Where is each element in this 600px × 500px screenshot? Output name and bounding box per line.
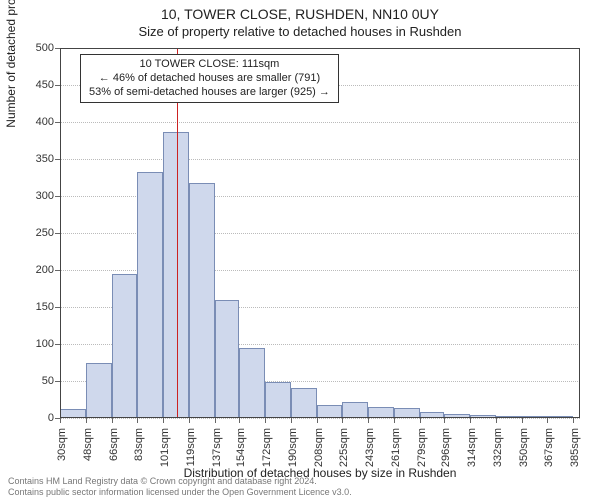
annotation-line3: 53% of semi-detached houses are larger (… <box>89 86 330 100</box>
histogram-bar <box>239 348 265 418</box>
histogram-bar <box>420 412 445 418</box>
y-tick-mark <box>55 122 60 123</box>
x-tick-mark <box>239 418 240 423</box>
histogram-bar <box>444 414 470 418</box>
y-tick-label: 250 <box>14 227 54 239</box>
y-tick-mark <box>55 85 60 86</box>
y-tick-mark <box>55 48 60 49</box>
histogram-bar <box>470 415 496 418</box>
histogram-bar <box>265 382 291 418</box>
x-tick-mark <box>522 418 523 423</box>
histogram-bar <box>522 416 547 418</box>
histogram-bar <box>342 402 368 418</box>
y-tick-label: 100 <box>14 338 54 350</box>
x-tick-mark <box>444 418 445 423</box>
x-tick-mark <box>573 418 574 423</box>
y-tick-mark <box>55 159 60 160</box>
histogram-bar <box>163 132 189 418</box>
histogram-bar <box>112 274 137 418</box>
histogram-bar <box>137 172 163 418</box>
x-tick-mark <box>547 418 548 423</box>
y-tick-label: 150 <box>14 301 54 313</box>
x-tick-mark <box>112 418 113 423</box>
y-tick-label: 500 <box>14 42 54 54</box>
x-tick-mark <box>86 418 87 423</box>
histogram-bar <box>60 409 86 418</box>
histogram-bar <box>394 408 420 418</box>
y-tick-label: 0 <box>14 412 54 424</box>
y-tick-label: 200 <box>14 264 54 276</box>
chart-title-address: 10, TOWER CLOSE, RUSHDEN, NN10 0UY <box>0 0 600 22</box>
footer-line2: Contains public sector information licen… <box>8 487 352 498</box>
y-tick-label: 300 <box>14 190 54 202</box>
histogram-bar <box>368 407 394 418</box>
y-tick-label: 400 <box>14 116 54 128</box>
gridline <box>60 122 580 123</box>
gridline <box>60 418 580 419</box>
x-tick-mark <box>137 418 138 423</box>
gridline <box>60 159 580 160</box>
footer-line1: Contains HM Land Registry data © Crown c… <box>8 476 352 487</box>
x-tick-mark <box>291 418 292 423</box>
annotation-box: 10 TOWER CLOSE: 111sqm ← 46% of detached… <box>80 54 339 103</box>
y-tick-mark <box>55 381 60 382</box>
x-tick-mark <box>394 418 395 423</box>
y-tick-mark <box>55 344 60 345</box>
annotation-line1: 10 TOWER CLOSE: 111sqm <box>89 58 330 72</box>
property-marker-line <box>177 48 178 418</box>
histogram-bar <box>317 405 342 418</box>
x-tick-mark <box>265 418 266 423</box>
histogram-bar <box>189 183 215 418</box>
chart-container: 10, TOWER CLOSE, RUSHDEN, NN10 0UY Size … <box>0 0 600 500</box>
x-tick-mark <box>496 418 497 423</box>
x-tick-mark <box>189 418 190 423</box>
histogram-bar <box>496 416 522 418</box>
x-tick-mark <box>60 418 61 423</box>
plot-area: 05010015020025030035040045050030sqm48sqm… <box>60 48 580 418</box>
y-tick-mark <box>55 233 60 234</box>
y-tick-mark <box>55 270 60 271</box>
histogram-bar <box>291 388 317 418</box>
histogram-bar <box>86 363 112 419</box>
x-tick-mark <box>342 418 343 423</box>
x-tick-mark <box>368 418 369 423</box>
y-tick-label: 50 <box>14 375 54 387</box>
y-tick-label: 350 <box>14 153 54 165</box>
x-tick-mark <box>215 418 216 423</box>
x-tick-mark <box>163 418 164 423</box>
histogram-bar <box>547 416 573 418</box>
footer-attribution: Contains HM Land Registry data © Crown c… <box>8 476 352 498</box>
chart-title-description: Size of property relative to detached ho… <box>0 22 600 39</box>
y-tick-mark <box>55 196 60 197</box>
annotation-line2: ← 46% of detached houses are smaller (79… <box>89 72 330 86</box>
x-tick-mark <box>470 418 471 423</box>
gridline <box>60 48 580 49</box>
x-tick-mark <box>317 418 318 423</box>
histogram-bar <box>215 300 240 418</box>
x-tick-mark <box>420 418 421 423</box>
y-tick-mark <box>55 307 60 308</box>
y-tick-label: 450 <box>14 79 54 91</box>
